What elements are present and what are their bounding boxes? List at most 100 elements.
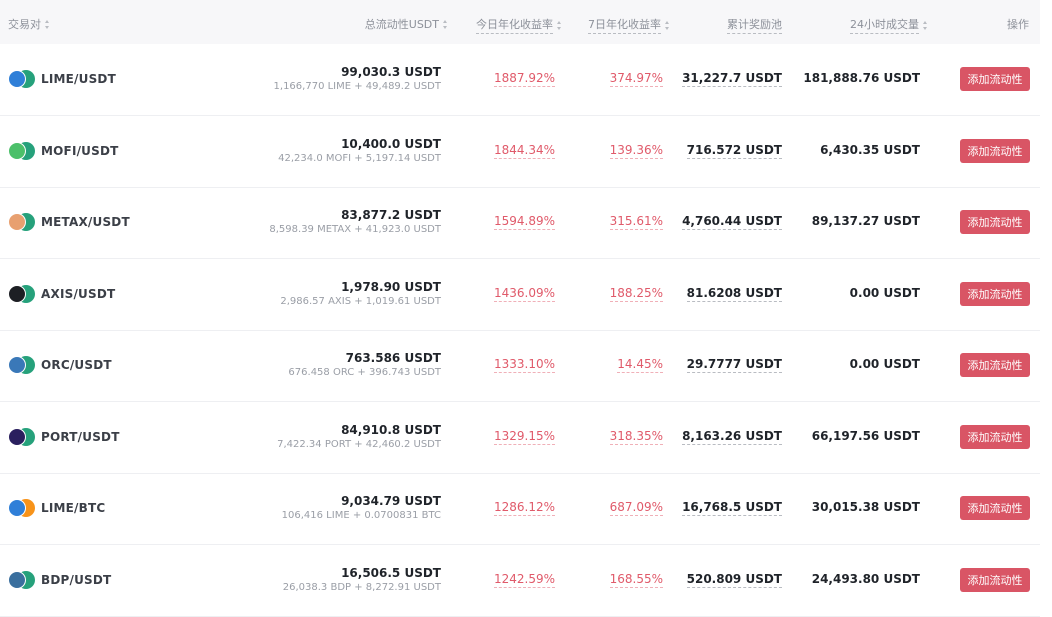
liquidity-total: 84,910.8 USDT — [341, 422, 441, 437]
liquidity-total: 10,400.0 USDT — [341, 136, 441, 151]
pair-cell: LIME/USDT — [8, 70, 116, 88]
add-liquidity-button[interactable]: 添加流动性 — [960, 210, 1030, 234]
volume-24h-value: 30,015.38 USDT — [811, 500, 920, 514]
pair-name: PORT/USDT — [41, 429, 120, 444]
table-row: ORC/USDT 763.586 USDT 676.458 ORC + 396.74… — [0, 330, 1040, 402]
header-pair-label: 交易对 — [8, 18, 41, 31]
apy-today-value: 1436.09% — [493, 285, 555, 302]
volume-24h-value: 0.00 USDT — [849, 357, 920, 371]
reward-pool-value: 716.572 USDT — [686, 142, 782, 159]
liquidity-detail: 8,598.39 METAX + 41,923.0 USDT — [269, 224, 441, 235]
apy-7d-value: 687.09% — [609, 500, 663, 516]
pair-name: MOFI/USDT — [41, 143, 119, 158]
orc-coin-icon — [8, 356, 26, 374]
pair-cell: PORT/USDT — [8, 427, 120, 446]
header-volume-24h-label: 24小时成交量 — [850, 16, 919, 34]
add-liquidity-button[interactable]: 添加流动性 — [960, 353, 1030, 377]
liquidity-detail: 7,422.34 PORT + 42,460.2 USDT — [277, 438, 441, 450]
sort-icon[interactable] — [923, 20, 928, 30]
header-pair[interactable]: 交易对 — [8, 16, 50, 32]
header-apy-7d-label: 7日年化收益率 — [588, 16, 661, 34]
header-volume-24h[interactable]: 24小时成交量 — [850, 16, 928, 34]
pair-icons — [8, 356, 36, 374]
pair-cell: BDP/USDT — [8, 570, 112, 589]
pair-name: BDP/USDT — [41, 572, 112, 587]
table-row: PORT/USDT 84,910.8 USDT 7,422.34 PORT + 42… — [0, 402, 1040, 474]
header-action-label: 操作 — [1007, 18, 1029, 31]
volume-24h-value: 66,197.56 USDT — [811, 428, 920, 443]
liquidity-total: 16,506.5 USDT — [341, 565, 441, 580]
reward-pool-value: 81.6208 USDT — [686, 285, 782, 302]
apy-today-value: 1594.89% — [493, 214, 555, 230]
reward-pool-value: 8,163.26 USDT — [682, 428, 782, 445]
apy-today-value: 1242.59% — [493, 571, 555, 588]
table-row: AXIS/USDT 1,978.90 USDT 2,986.57 AXIS + 1,… — [0, 259, 1040, 331]
table-row: METAX/USDT 83,877.2 USDT 8,598.39 METAX + … — [0, 187, 1040, 259]
table-row: LIME/USDT 99,030.3 USDT 1,166,770 LIME + 4… — [0, 44, 1040, 116]
liquidity-total: 763.586 USDT — [345, 351, 441, 365]
pair-icons — [8, 213, 36, 231]
add-liquidity-button[interactable]: 添加流动性 — [960, 496, 1030, 520]
pair-icons — [8, 570, 36, 589]
volume-24h-value: 181,888.76 USDT — [803, 71, 920, 85]
header-action: 操作 — [1007, 16, 1029, 32]
lime-coin-icon — [8, 499, 26, 517]
pair-cell: MOFI/USDT — [8, 141, 119, 160]
reward-pool-value: 31,227.7 USDT — [682, 71, 782, 87]
header-apy-today[interactable]: 今日年化收益率 — [476, 16, 562, 34]
apy-today-value: 1329.15% — [493, 428, 555, 445]
pair-icons — [8, 499, 36, 517]
volume-24h-value: 24,493.80 USDT — [811, 571, 920, 586]
header-apy-today-label: 今日年化收益率 — [476, 16, 553, 34]
apy-7d-value: 315.61% — [609, 214, 663, 230]
liquidity-detail: 676.458 ORC + 396.743 USDT — [288, 367, 441, 378]
pair-icons — [8, 141, 36, 160]
apy-today-value: 1286.12% — [493, 500, 555, 516]
pair-cell: ORC/USDT — [8, 356, 112, 374]
liquidity-detail: 106,416 LIME + 0.0700831 BTC — [281, 510, 441, 521]
lime-coin-icon — [8, 70, 26, 88]
sort-icon[interactable] — [45, 19, 50, 29]
pair-cell: AXIS/USDT — [8, 284, 116, 303]
add-liquidity-button[interactable]: 添加流动性 — [960, 138, 1030, 163]
apy-7d-value: 374.97% — [609, 71, 663, 87]
volume-24h-value: 89,137.27 USDT — [811, 214, 920, 228]
liquidity-total: 83,877.2 USDT — [341, 208, 441, 222]
mofi-coin-icon — [8, 141, 26, 160]
apy-today-value: 1333.10% — [493, 357, 555, 373]
apy-7d-value: 14.45% — [617, 357, 663, 373]
pair-icons — [8, 427, 36, 446]
header-liquidity[interactable]: 总流动性USDT — [365, 16, 448, 32]
sort-icon[interactable] — [443, 19, 448, 29]
add-liquidity-button[interactable]: 添加流动性 — [960, 281, 1030, 306]
add-liquidity-button[interactable]: 添加流动性 — [960, 567, 1030, 592]
header-reward-pool: 累计奖励池 — [727, 16, 782, 34]
liquidity-detail: 26,038.3 BDP + 8,272.91 USDT — [282, 581, 441, 593]
add-liquidity-button[interactable]: 添加流动性 — [960, 424, 1030, 449]
liquidity-detail: 2,986.57 AXIS + 1,019.61 USDT — [280, 295, 441, 307]
pair-name: LIME/BTC — [41, 501, 106, 515]
liquidity-total: 9,034.79 USDT — [341, 494, 441, 508]
liquidity-detail: 1,166,770 LIME + 49,489.2 USDT — [273, 81, 441, 92]
add-liquidity-button[interactable]: 添加流动性 — [960, 67, 1030, 91]
bdp-coin-icon — [8, 570, 26, 589]
pair-icons — [8, 284, 36, 303]
sort-icon[interactable] — [557, 20, 562, 30]
volume-24h-value: 0.00 USDT — [849, 285, 920, 300]
table-row: BDP/USDT 16,506.5 USDT 26,038.3 BDP + 8,27… — [0, 545, 1040, 617]
apy-7d-value: 139.36% — [609, 142, 663, 159]
liquidity-detail: 42,234.0 MOFI + 5,197.14 USDT — [278, 152, 441, 164]
pair-name: LIME/USDT — [41, 72, 116, 86]
sort-icon[interactable] — [665, 20, 670, 30]
pair-name: AXIS/USDT — [41, 286, 116, 301]
pair-icons — [8, 70, 36, 88]
header-liquidity-label: 总流动性USDT — [364, 18, 439, 31]
apy-today-value: 1844.34% — [493, 142, 555, 159]
reward-pool-value: 4,760.44 USDT — [682, 214, 782, 230]
apy-7d-value: 318.35% — [609, 428, 663, 445]
reward-pool-value: 16,768.5 USDT — [682, 500, 782, 516]
header-apy-7d[interactable]: 7日年化收益率 — [588, 16, 670, 34]
axis-coin-icon — [8, 284, 26, 303]
pair-name: ORC/USDT — [41, 358, 112, 372]
